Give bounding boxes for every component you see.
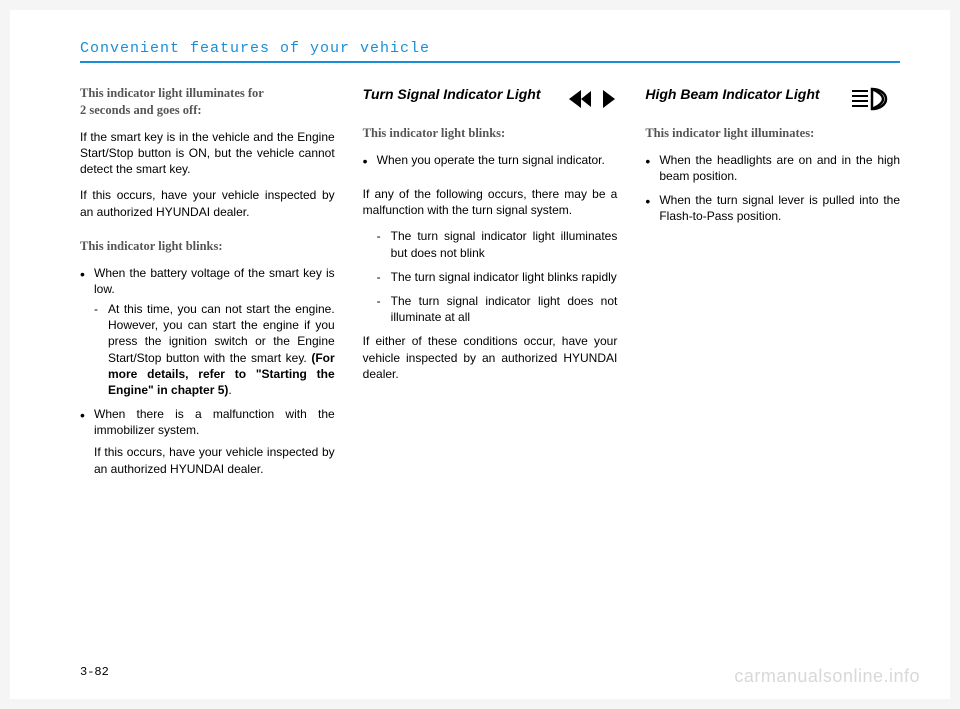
list-item: At this time, you can not start the engi… — [94, 301, 335, 398]
header-rule — [80, 61, 900, 63]
list-item: The turn signal indicator light illumina… — [377, 228, 618, 260]
list-item: When the turn signal lever is pulled int… — [645, 192, 900, 224]
col2-dash-list: The turn signal indicator light illumina… — [363, 228, 618, 325]
column-3: High Beam Indicator Light This indicator… — [645, 85, 900, 485]
text: This indicator light illuminates for — [80, 86, 264, 100]
section-header: Convenient features of your vehicle — [80, 40, 900, 61]
col1-bullets: When the battery voltage of the smart ke… — [80, 265, 335, 477]
col2-title: Turn Signal Indicator Light — [363, 85, 568, 104]
column-2: Turn Signal Indicator Light This indicat… — [363, 85, 618, 485]
page-number: 3-82 — [80, 665, 109, 679]
manual-page: Convenient features of your vehicle This… — [10, 10, 950, 699]
col2-bullets: When you operate the turn signal indicat… — [363, 152, 618, 168]
col1-dash-list: At this time, you can not start the engi… — [94, 301, 335, 398]
list-item: When you operate the turn signal indicat… — [363, 152, 618, 168]
col2-heading-1: This indicator light blinks: — [363, 125, 618, 142]
text: At this time, you can not start the engi… — [108, 302, 335, 365]
list-item: When there is a malfunction with the imm… — [80, 406, 335, 477]
text: 2 seconds and goes off: — [80, 103, 202, 117]
text: If this occurs, have your vehicle inspec… — [94, 444, 335, 476]
list-item: The turn signal indicator light blinks r… — [377, 269, 618, 285]
watermark: carmanualsonline.info — [734, 666, 920, 687]
text: . — [228, 383, 231, 397]
content-columns: This indicator light illuminates for 2 s… — [80, 85, 900, 485]
col1-para-1: If the smart key is in the vehicle and t… — [80, 129, 335, 178]
col1-para-2: If this occurs, have your vehicle inspec… — [80, 187, 335, 219]
text: When the battery voltage of the smart ke… — [94, 266, 335, 296]
col3-title: High Beam Indicator Light — [645, 85, 850, 104]
high-beam-icon — [850, 85, 900, 113]
column-1: This indicator light illuminates for 2 s… — [80, 85, 335, 485]
list-item: When the headlights are on and in the hi… — [645, 152, 900, 184]
col1-heading-2: This indicator light blinks: — [80, 238, 335, 255]
text: When there is a malfunction with the imm… — [94, 407, 335, 437]
turn-signal-icon — [567, 85, 617, 113]
col2-para-2: If either of these conditions occur, hav… — [363, 333, 618, 382]
col2-para-1: If any of the following occurs, there ma… — [363, 186, 618, 218]
col2-head-row: Turn Signal Indicator Light — [363, 85, 618, 113]
list-item: When the battery voltage of the smart ke… — [80, 265, 335, 399]
col1-heading-1: This indicator light illuminates for 2 s… — [80, 85, 335, 119]
col3-head-row: High Beam Indicator Light — [645, 85, 900, 113]
col3-heading-1: This indicator light illuminates: — [645, 125, 900, 142]
list-item: The turn signal indicator light does not… — [377, 293, 618, 325]
col3-bullets: When the headlights are on and in the hi… — [645, 152, 900, 225]
